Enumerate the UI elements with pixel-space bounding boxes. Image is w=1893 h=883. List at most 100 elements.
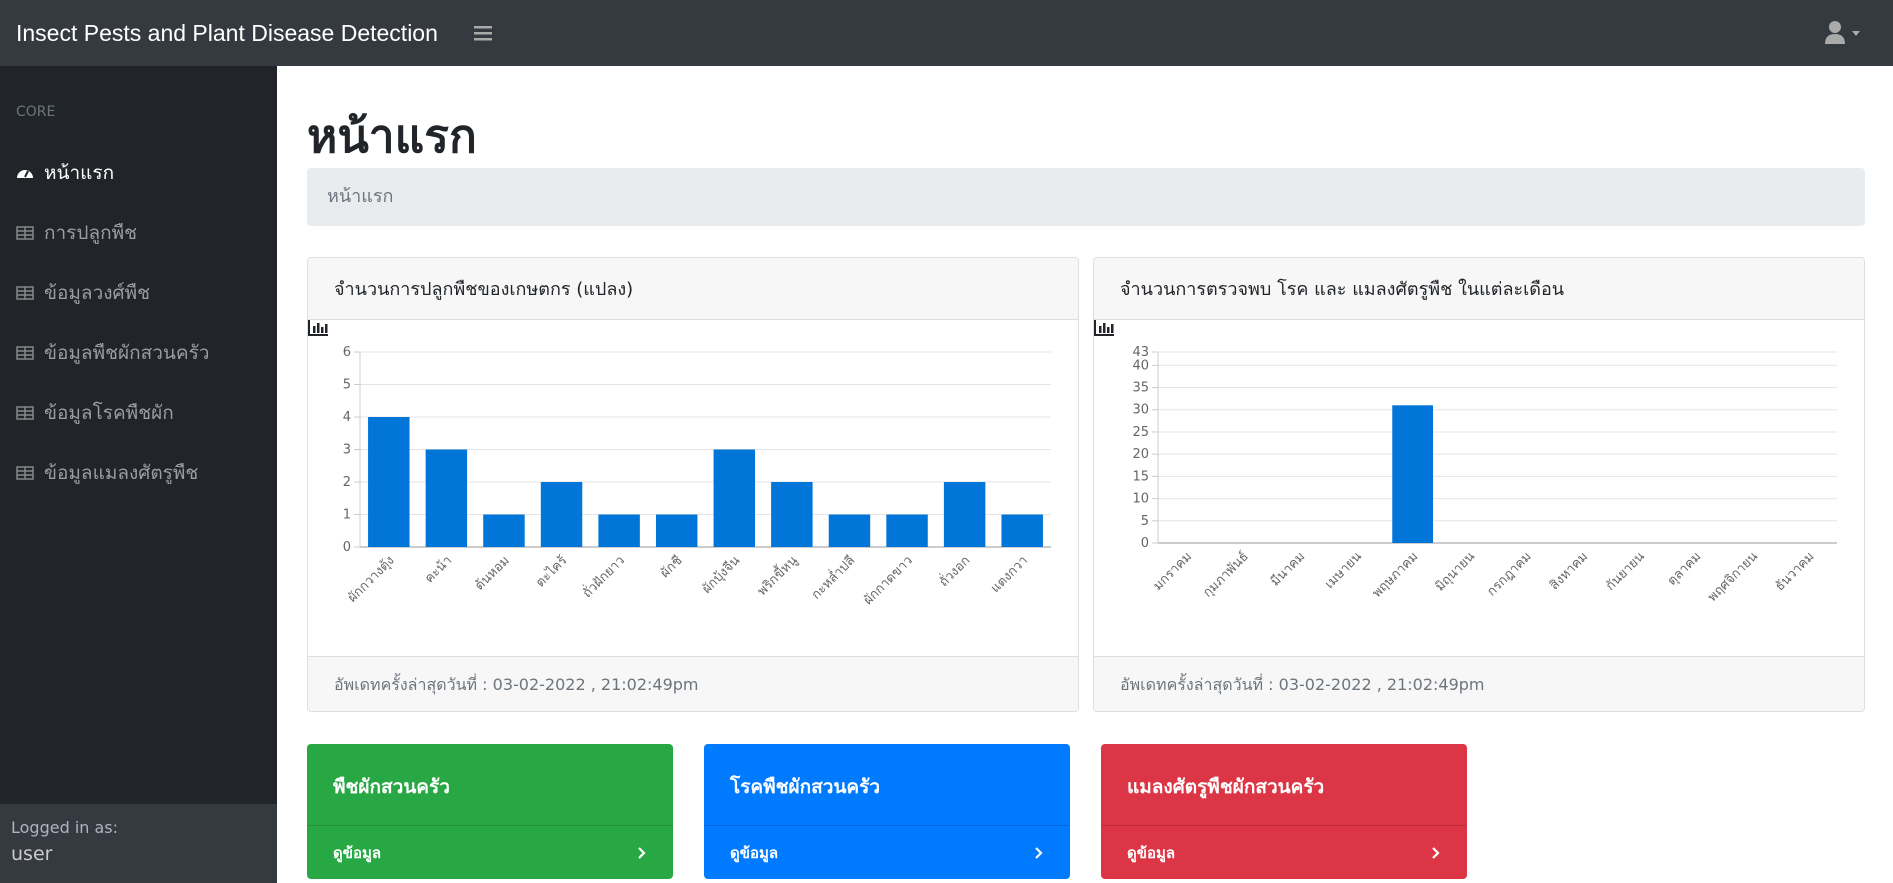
y-tick-label: 3 bbox=[343, 443, 351, 458]
summary-card: แมลงศัตรูพืชผักสวนครัวดูข้อมูล bbox=[1101, 744, 1467, 879]
nav-label[interactable]: ข้อมูลวงศ์พืช bbox=[44, 282, 150, 304]
bar bbox=[771, 482, 813, 547]
bar bbox=[540, 482, 583, 547]
x-tick-label: ผักชี bbox=[657, 552, 686, 581]
x-tick-label: ผักกวางตุ้ง bbox=[345, 553, 397, 605]
menu-toggle[interactable] bbox=[474, 24, 492, 42]
x-tick-label: แตงกวา bbox=[988, 553, 1031, 596]
breadcrumb: หน้าแรก bbox=[307, 168, 1865, 226]
bar bbox=[368, 417, 410, 547]
y-tick-label: 15 bbox=[1132, 469, 1149, 484]
chart-card: จำนวนการปลูกพืชของเกษตกร (แปลง) 0 1 2 3 4 5 6 ผ… bbox=[307, 257, 1079, 712]
bar bbox=[943, 482, 986, 547]
y-tick-label: 25 bbox=[1132, 425, 1149, 440]
y-tick-label: 35 bbox=[1132, 381, 1149, 396]
nav-label[interactable]: หน้าแรก bbox=[44, 162, 115, 184]
chevron[interactable] bbox=[1034, 846, 1044, 860]
x-tick-label: กุมภาพันธ์ bbox=[1200, 549, 1252, 601]
bar bbox=[1392, 405, 1433, 543]
y-tick-label: 4 bbox=[343, 410, 351, 425]
y-tick-label: 0 bbox=[1141, 536, 1149, 551]
x-tick-label: ถั่วฝักยาว bbox=[579, 552, 628, 601]
x-tick-label: ตะไคร้ bbox=[532, 553, 570, 591]
y-tick-label: 5 bbox=[343, 378, 351, 393]
username: user bbox=[11, 843, 53, 865]
brand[interactable]: Insect Pests and Plant Disease Detection bbox=[16, 20, 438, 46]
x-tick-label: คะน้า bbox=[422, 553, 455, 586]
chart-title: จำนวนการปลูกพืชของเกษตกร (แปลง) bbox=[334, 279, 634, 300]
chart: 0 1 2 3 4 5 6 ผักกวางตุ้ง คะน้า ต้นหอม ตะไคร้ ถั่วฝ… bbox=[343, 345, 1051, 608]
nav-label[interactable]: ข้อมูลโรคพืชผัก bbox=[44, 402, 174, 424]
sidebar-heading: CORE bbox=[16, 104, 56, 120]
page-title: หน้าแรก bbox=[307, 109, 477, 163]
nav-icon bbox=[16, 226, 34, 240]
x-tick-label: มีนาคม bbox=[1267, 549, 1308, 590]
icon-shape bbox=[17, 467, 33, 479]
card-link[interactable]: ดูข้อมูล bbox=[704, 825, 1070, 879]
y-tick-label: 43 bbox=[1132, 345, 1149, 360]
nav-label[interactable]: การปลูกพืช bbox=[44, 222, 138, 244]
bar bbox=[598, 514, 640, 547]
breadcrumb-item: หน้าแรก bbox=[327, 186, 394, 207]
y-tick-label: 6 bbox=[343, 345, 351, 360]
chart-title: จำนวนการตรวจพบ โรค และ แมลงศัตรูพืช ในแต… bbox=[1120, 279, 1565, 300]
link-text[interactable]: ดูข้อมูล bbox=[730, 843, 779, 862]
user-menu[interactable] bbox=[1825, 20, 1865, 46]
nav-icon bbox=[17, 170, 33, 178]
x-tick-label: มกราคม bbox=[1151, 549, 1196, 594]
bar bbox=[713, 449, 756, 547]
chevron-shape bbox=[1035, 846, 1043, 859]
nav-item[interactable]: ข้อมูลโรคพืชผัก bbox=[16, 398, 174, 428]
chevron[interactable] bbox=[637, 846, 647, 860]
icon-shape bbox=[17, 407, 33, 419]
y-tick-label: 0 bbox=[343, 540, 351, 555]
chevron-shape bbox=[638, 846, 646, 859]
x-tick-label: ตุลาคม bbox=[1665, 549, 1705, 589]
icon-shape bbox=[17, 347, 33, 359]
y-tick-label: 10 bbox=[1132, 492, 1149, 507]
y-tick-label: 5 bbox=[1141, 514, 1149, 529]
x-tick-label: มิถุนายน bbox=[1433, 549, 1478, 594]
link-text[interactable]: ดูข้อมูล bbox=[1127, 843, 1176, 862]
bar bbox=[886, 514, 928, 547]
card-footer: อัพเดทครั้งล่าสุดวันที่ : 03-02-2022 , 2… bbox=[1094, 656, 1864, 711]
y-tick-label: 2 bbox=[343, 475, 351, 490]
card-link[interactable]: ดูข้อมูล bbox=[307, 825, 673, 879]
nav-item[interactable]: ข้อมูลพืชผักสวนครัว bbox=[16, 338, 209, 368]
bar bbox=[425, 449, 468, 547]
bar bbox=[655, 514, 698, 547]
icon-shape bbox=[24, 170, 29, 178]
nav-icon bbox=[16, 346, 34, 360]
x-tick-label: เมษายน bbox=[1322, 549, 1365, 592]
nav-item[interactable]: การปลูกพืช bbox=[16, 218, 137, 248]
nav-icon bbox=[16, 286, 34, 300]
nav-item[interactable]: ข้อมูลวงศ์พืช bbox=[16, 278, 150, 308]
icon-shape bbox=[17, 170, 33, 178]
chevron-shape bbox=[1432, 846, 1440, 859]
nav-icon bbox=[16, 406, 34, 420]
nav-icon bbox=[16, 466, 34, 480]
bar bbox=[828, 514, 871, 547]
icon-shape bbox=[17, 227, 33, 239]
summary-card: โรคพืชผักสวนครัวดูข้อมูล bbox=[704, 744, 1070, 879]
chevron[interactable] bbox=[1431, 846, 1441, 860]
card-link[interactable]: ดูข้อมูล bbox=[1101, 825, 1467, 879]
link-text[interactable]: ดูข้อมูล bbox=[333, 843, 382, 862]
chart-icon bbox=[1094, 320, 1114, 336]
nav-label[interactable]: ข้อมูลพืชผักสวนครัว bbox=[44, 342, 210, 364]
card-title: พืชผักสวนครัว bbox=[333, 776, 450, 798]
x-tick-label: ผักบุ้งจีน bbox=[699, 552, 743, 596]
y-tick-label: 30 bbox=[1132, 403, 1149, 418]
card-title: โรคพืชผักสวนครัว bbox=[730, 776, 881, 798]
nav-label[interactable]: ข้อมูลแมลงศัตรูพืช bbox=[44, 462, 199, 484]
card-header: จำนวนการปลูกพืชของเกษตกร (แปลง) bbox=[308, 258, 1078, 336]
x-tick-label: พฤศจิกายน bbox=[1705, 549, 1761, 605]
card-title: แมลงศัตรูพืชผักสวนครัว bbox=[1127, 776, 1325, 798]
chart-card: จำนวนการตรวจพบ โรค และ แมลงศัตรูพืช ในแต… bbox=[1093, 257, 1865, 712]
summary-card: พืชผักสวนครัวดูข้อมูล bbox=[307, 744, 673, 879]
logged-label: Logged in as: bbox=[11, 818, 119, 837]
nav-item[interactable]: ข้อมูลแมลงศัตรูพืช bbox=[16, 458, 198, 488]
nav-item[interactable]: หน้าแรก bbox=[16, 158, 114, 188]
